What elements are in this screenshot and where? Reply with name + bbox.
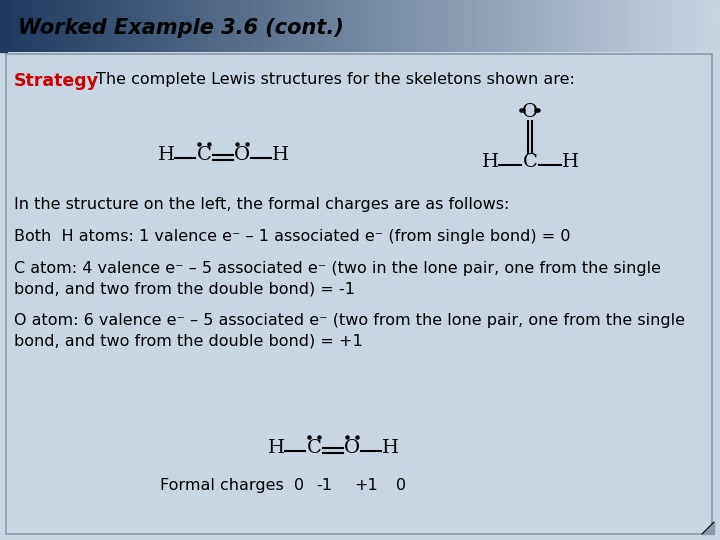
Text: H: H [382,439,398,457]
Text: O: O [344,439,360,457]
Text: In the structure on the left, the formal charges are as follows:: In the structure on the left, the formal… [14,197,509,212]
Text: C: C [307,439,321,457]
Text: +1: +1 [354,478,378,493]
Text: bond, and two from the double bond) = +1: bond, and two from the double bond) = +1 [14,333,363,348]
Text: C: C [523,153,537,171]
Bar [6,54,712,534]
Text: Strategy: Strategy [14,72,99,90]
Polygon shape [702,522,714,534]
Text: O: O [522,103,538,121]
Text: H: H [562,153,578,171]
Text: -1: -1 [316,478,332,493]
Bar [0,0,7,52]
Text: bond, and two from the double bond) = -1: bond, and two from the double bond) = -1 [14,281,355,296]
Text: H: H [268,439,284,457]
Text: C atom: 4 valence e⁻ – 5 associated e⁻ (two in the lone pair, one from the singl: C atom: 4 valence e⁻ – 5 associated e⁻ (… [14,261,661,276]
Text: H: H [158,146,174,164]
Text: Worked Example 3.6 (cont.): Worked Example 3.6 (cont.) [18,18,343,38]
Text: H: H [271,146,289,164]
Text: H: H [482,153,498,171]
Text: O: O [234,146,250,164]
Text: The complete Lewis structures for the skeletons shown are:: The complete Lewis structures for the sk… [96,72,575,87]
Text: Formal charges  0: Formal charges 0 [160,478,304,493]
Text: C: C [197,146,212,164]
Text: 0: 0 [396,478,406,493]
Text: Both  H atoms: 1 valence e⁻ – 1 associated e⁻ (from single bond) = 0: Both H atoms: 1 valence e⁻ – 1 associate… [14,229,570,244]
Text: O atom: 6 valence e⁻ – 5 associated e⁻ (two from the lone pair, one from the sin: O atom: 6 valence e⁻ – 5 associated e⁻ (… [14,313,685,328]
